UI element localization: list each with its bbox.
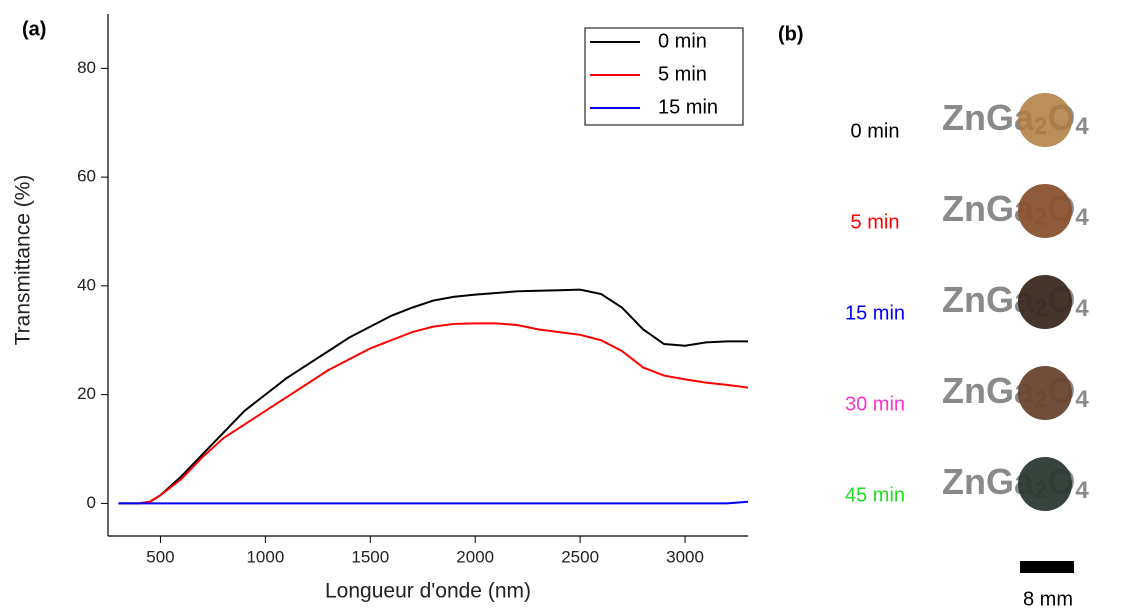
sample-label: 5 min <box>851 211 900 233</box>
sample-disk <box>1018 184 1072 238</box>
formula-part: 4 <box>1075 386 1089 413</box>
legend-label: 15 min <box>658 96 718 118</box>
x-tick-label: 3000 <box>666 547 704 566</box>
formula-part: 4 <box>1075 295 1089 322</box>
scale-bar-label: 8 mm <box>1023 588 1073 610</box>
y-tick-label: 20 <box>77 384 96 403</box>
y-tick-label: 40 <box>77 275 96 294</box>
x-tick-label: 500 <box>146 547 174 566</box>
scale-bar <box>1020 561 1074 573</box>
sample-disk <box>1018 457 1072 511</box>
x-tick-label: 2000 <box>456 547 494 566</box>
sample-disk <box>1018 366 1072 420</box>
panel-label: (b) <box>778 23 804 45</box>
panel-label: (a) <box>22 18 46 40</box>
x-axis-label: Longueur d'onde (nm) <box>325 580 531 603</box>
x-tick-label: 2500 <box>561 547 599 566</box>
y-tick-label: 60 <box>77 167 96 186</box>
y-axis-label: Transmittance (%) <box>12 175 35 346</box>
x-tick-label: 1000 <box>246 547 284 566</box>
data-line <box>118 288 748 505</box>
legend-label: 0 min <box>658 30 707 52</box>
y-tick-label: 80 <box>77 58 96 77</box>
sample-disk <box>1018 93 1072 147</box>
legend-label: 5 min <box>658 63 707 85</box>
sample-disk <box>1018 275 1072 329</box>
data-line <box>118 500 749 505</box>
sample-label: 15 min <box>845 302 905 324</box>
y-tick-label: 0 <box>87 493 96 512</box>
sample-label: 30 min <box>845 393 905 415</box>
formula-part: 4 <box>1075 113 1089 140</box>
formula-part: 4 <box>1075 204 1089 231</box>
data-line <box>118 322 749 505</box>
formula-part: 4 <box>1075 477 1089 504</box>
sample-label: 0 min <box>851 120 900 142</box>
x-tick-label: 1500 <box>351 547 389 566</box>
sample-label: 45 min <box>845 484 905 506</box>
